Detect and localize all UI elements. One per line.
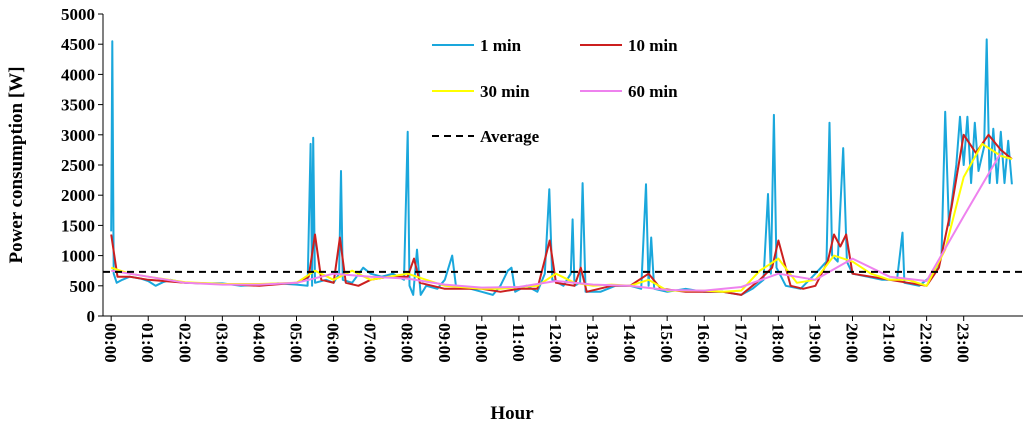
x-tick-label: 21:00 bbox=[880, 323, 899, 363]
y-tick-label: 1000 bbox=[61, 247, 95, 266]
x-tick-label: 15:00 bbox=[657, 323, 676, 363]
y-tick-label: 1500 bbox=[61, 216, 95, 235]
x-tick-label: 07:00 bbox=[361, 323, 380, 363]
y-tick-label: 5000 bbox=[61, 5, 95, 24]
y-tick-label: 2000 bbox=[61, 186, 95, 205]
y-tick-label: 3000 bbox=[61, 126, 95, 145]
x-tick-label: 16:00 bbox=[694, 323, 713, 363]
x-tick-label: 06:00 bbox=[324, 323, 343, 363]
x-tick-label: 03:00 bbox=[212, 323, 231, 363]
y-tick-label: 500 bbox=[70, 277, 96, 296]
x-tick-label: 23:00 bbox=[954, 323, 973, 363]
x-tick-label: 11:00 bbox=[509, 323, 528, 362]
legend-label: 60 min bbox=[628, 82, 678, 101]
y-axis-title: Power consumption [W] bbox=[6, 66, 27, 263]
x-tick-label: 00:00 bbox=[101, 323, 120, 363]
x-tick-label: 01:00 bbox=[138, 323, 157, 363]
legend-label: 1 min bbox=[480, 36, 522, 55]
x-tick-label: 02:00 bbox=[175, 323, 194, 363]
y-tick-label: 3500 bbox=[61, 96, 95, 115]
legend-label: Average bbox=[480, 127, 540, 146]
x-tick-label: 12:00 bbox=[546, 323, 565, 363]
x-tick-label: 05:00 bbox=[286, 323, 305, 363]
series-line bbox=[110, 133, 1013, 296]
x-tick-label: 18:00 bbox=[768, 323, 787, 363]
y-tick-label: 0 bbox=[87, 307, 96, 326]
x-tick-label: 10:00 bbox=[472, 323, 491, 363]
legend-label: 10 min bbox=[628, 36, 678, 55]
series-line bbox=[110, 38, 1013, 296]
legend-label: 30 min bbox=[480, 82, 530, 101]
y-tick-label: 4000 bbox=[61, 65, 95, 84]
x-tick-label: 20:00 bbox=[842, 323, 861, 363]
x-tick-label: 13:00 bbox=[583, 323, 602, 363]
x-tick-label: 22:00 bbox=[917, 323, 936, 363]
y-tick-label: 2500 bbox=[61, 156, 95, 175]
x-tick-label: 04:00 bbox=[249, 323, 268, 363]
x-tick-label: 09:00 bbox=[435, 323, 454, 363]
x-tick-label: 08:00 bbox=[398, 323, 417, 363]
y-tick-label: 4500 bbox=[61, 35, 95, 54]
x-tick-label: 19:00 bbox=[805, 323, 824, 363]
x-tick-label: 14:00 bbox=[620, 323, 639, 363]
x-tick-label: 17:00 bbox=[731, 323, 750, 363]
x-axis-title: Hour bbox=[490, 403, 534, 424]
series-line bbox=[111, 152, 1002, 292]
